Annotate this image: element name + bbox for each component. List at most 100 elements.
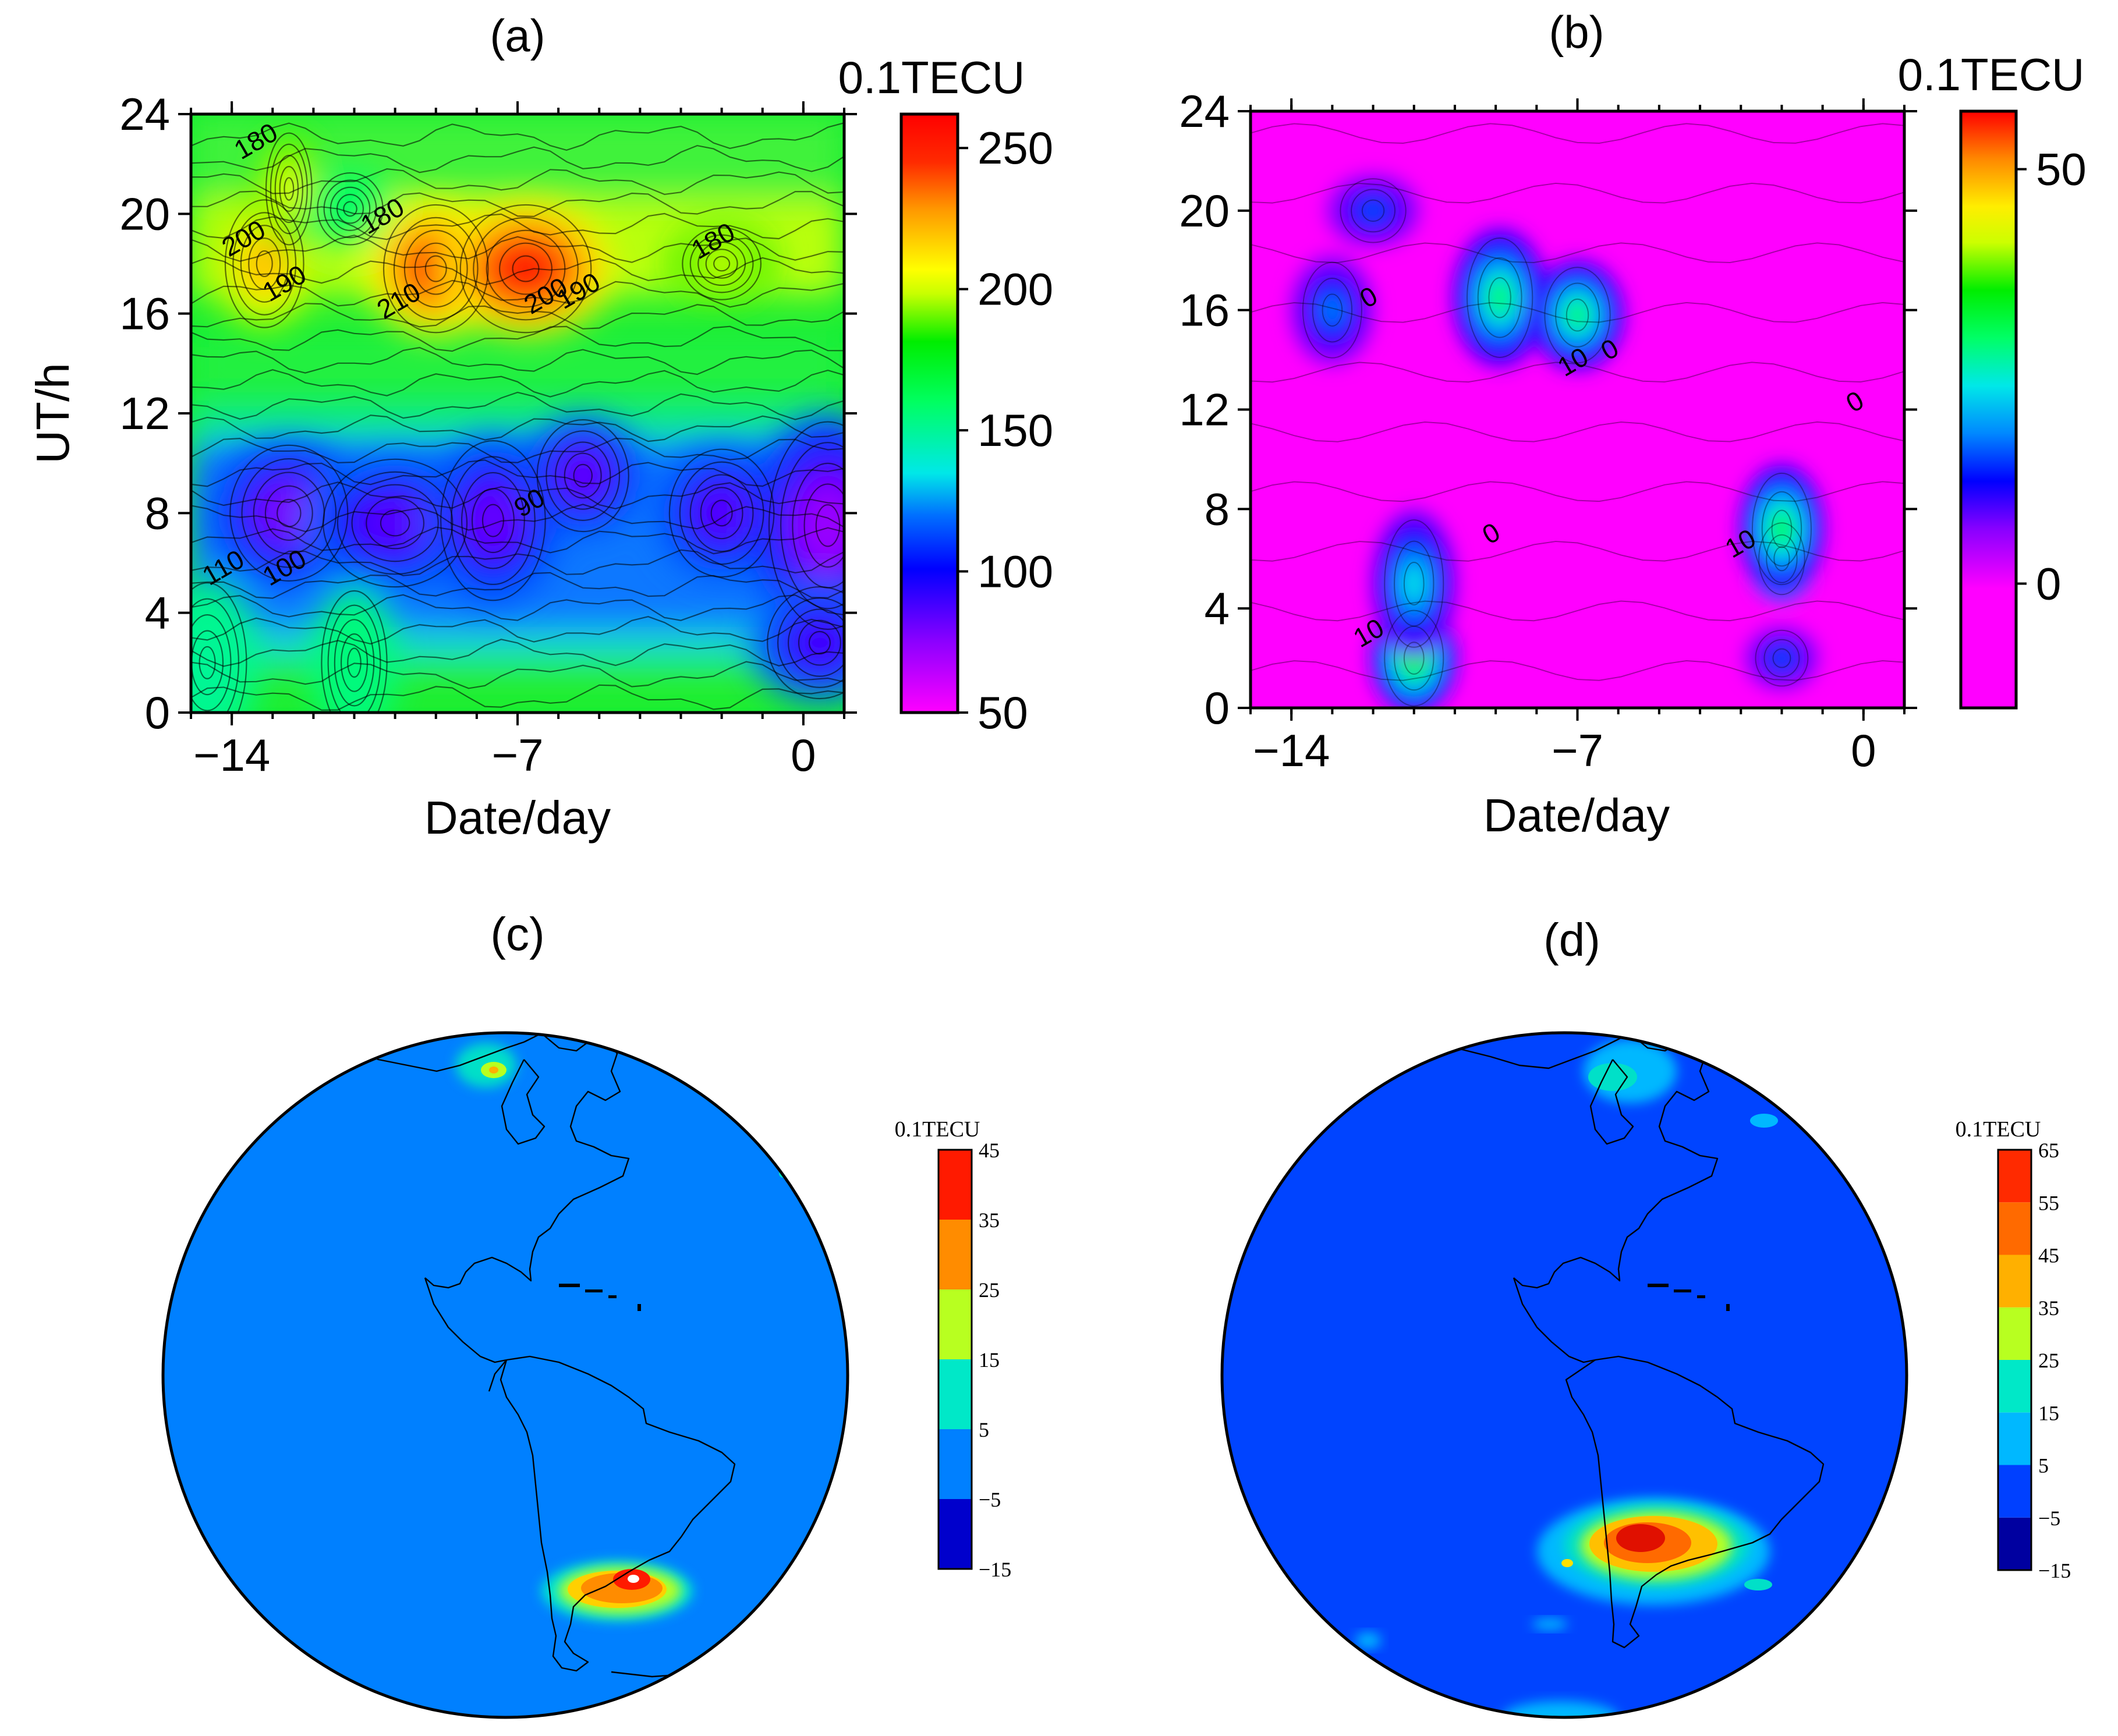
panel-b-x-tick-label: −14 bbox=[1253, 725, 1330, 776]
panel-a-y-tick-label: 4 bbox=[145, 587, 170, 639]
panel-a-contour-line bbox=[403, 229, 468, 308]
panel-a-contour-line bbox=[380, 509, 410, 537]
panel-b-contour-line bbox=[1394, 625, 1435, 691]
panel-b-contour-line bbox=[1544, 267, 1611, 364]
panel-a-contour-line bbox=[327, 604, 381, 713]
panel-b-contour-line bbox=[1477, 257, 1522, 338]
panel-b-y-tick-label: 12 bbox=[1179, 384, 1230, 435]
panel-c-colorbar-level: −5 bbox=[979, 1488, 1001, 1511]
panel-d-map bbox=[1222, 1033, 1907, 1717]
panel-a-contour-line bbox=[536, 419, 629, 533]
panel-a-feature bbox=[795, 479, 844, 572]
panel-a-feature bbox=[790, 617, 844, 668]
panel-a-contour-line bbox=[240, 225, 289, 303]
panel-a-contour-line bbox=[554, 441, 611, 510]
panel-d-colorbar-band bbox=[1998, 1202, 2031, 1255]
panel-a-contour-line bbox=[191, 437, 844, 463]
panel-a-x-tick-label: −7 bbox=[492, 729, 544, 781]
panel-d-colorbar-level: −15 bbox=[2038, 1559, 2071, 1582]
panel-a-feature bbox=[692, 484, 752, 542]
panel-a-contour-line bbox=[191, 684, 844, 711]
panel-b-contour-line bbox=[1766, 534, 1798, 583]
panel-a-contour-line bbox=[347, 647, 362, 678]
panel-a-contour-line bbox=[191, 325, 844, 352]
panel-b-contour-line bbox=[1251, 302, 1904, 323]
panel-a-contour-line bbox=[343, 201, 357, 217]
panel-a-contour-line bbox=[473, 217, 579, 321]
panel-b-contour-line bbox=[1251, 481, 1904, 502]
panel-a-contour-line bbox=[191, 459, 844, 487]
panel-b-contour-line bbox=[1761, 491, 1802, 567]
panel-a-contour-line bbox=[679, 461, 764, 565]
panel-b-contour-line bbox=[1312, 278, 1353, 343]
panel-a-contour-line bbox=[191, 639, 844, 667]
panel-a-contour-line bbox=[705, 249, 738, 279]
panel-a-colorbar-tick-label: 100 bbox=[977, 546, 1053, 597]
panel-a-colorbar-tick-label: 150 bbox=[977, 405, 1053, 456]
panel-d-colorbar: 0.1TECU −15 −5 5 15 25 35 45 55 65 bbox=[1956, 1117, 2071, 1582]
panel-a-feature bbox=[242, 235, 287, 293]
panel-a-contour-line bbox=[393, 217, 479, 321]
panel-a-contour-line bbox=[440, 440, 546, 601]
panel-b-contour-line bbox=[1763, 639, 1800, 678]
panel-b-contour-line bbox=[1566, 298, 1589, 332]
panel-a-y-tick-label: 12 bbox=[119, 388, 170, 439]
panel-b-contour-line bbox=[1351, 189, 1396, 233]
panel-c-colorbar-band bbox=[938, 1150, 972, 1220]
panel-a-contour-line bbox=[564, 452, 602, 499]
panel-b-contour-line bbox=[1758, 522, 1805, 596]
panel-c-colorbar-level: 45 bbox=[979, 1139, 1000, 1162]
panel-d-colorbar-level: 55 bbox=[2038, 1191, 2059, 1214]
panel-a-contour-line bbox=[191, 234, 844, 263]
panel-d-title: (d) bbox=[1543, 914, 1600, 966]
panel-b-contour-line bbox=[1340, 178, 1407, 243]
panel-b-contour-line bbox=[1384, 519, 1444, 648]
panel-a-contour-line bbox=[382, 204, 489, 334]
panel-a-contour-line bbox=[229, 444, 349, 582]
panel-d-colorbar-band bbox=[1998, 1517, 2031, 1570]
panel-d-colorbar-level: 65 bbox=[2038, 1139, 2059, 1162]
panel-b-contour-line bbox=[1403, 642, 1425, 675]
panel-a-y-tick-label: 16 bbox=[119, 288, 170, 339]
panel-a-contour-line bbox=[191, 582, 247, 713]
panel-a-contour-line bbox=[264, 485, 313, 541]
panel-c-map bbox=[163, 1033, 848, 1717]
panel-a-feature bbox=[463, 484, 523, 557]
panel-a-contour-line bbox=[414, 242, 458, 295]
panel-a-contour-line bbox=[191, 526, 844, 555]
panel-b-contour-line bbox=[1771, 509, 1793, 548]
panel-c-globe-outline bbox=[161, 1031, 849, 1719]
panel-a-contour-line bbox=[340, 633, 369, 692]
panel-d-colorbar-unit: 0.1TECU bbox=[1956, 1117, 2041, 1142]
panel-a-contour-line bbox=[689, 474, 754, 552]
panel-d-colorbar-level: 5 bbox=[2038, 1454, 2049, 1478]
panel-a-xlabel: Date/day bbox=[424, 792, 611, 844]
panel-a-contour-line bbox=[323, 458, 468, 588]
panel-c-colorbar-level: −15 bbox=[979, 1558, 1011, 1581]
panel-a-contour-line bbox=[499, 242, 553, 295]
panel-a-contour-line bbox=[191, 369, 844, 398]
panel-a-contour-line bbox=[191, 549, 844, 576]
panel-d-colorbar-level: 35 bbox=[2038, 1296, 2059, 1320]
panel-a-contour-line bbox=[768, 421, 844, 630]
panel-b-contour-line bbox=[1466, 237, 1533, 358]
panel-d-colorbar-band bbox=[1998, 1412, 2031, 1465]
panel-a-contour-line bbox=[767, 586, 844, 700]
panel-a-contour-line bbox=[803, 483, 844, 568]
panel-c-colorbar-band bbox=[938, 1359, 972, 1429]
panel-a-feature bbox=[276, 164, 302, 214]
panel-c-colorbar-frame bbox=[937, 1149, 973, 1570]
panel-a-contour-line bbox=[330, 186, 371, 231]
panel-c-colorbar-unit: 0.1TECU bbox=[895, 1117, 980, 1142]
panel-c-colorbar-band bbox=[938, 1289, 972, 1359]
panel-c-colorbar-level: 15 bbox=[979, 1348, 1000, 1372]
panel-d-colorbar-band bbox=[1998, 1150, 2031, 1203]
panel-d: (d) bbox=[1220, 914, 2071, 1719]
panel-a-contour-line bbox=[323, 179, 377, 239]
panel-a-contour-line bbox=[700, 487, 743, 540]
panel-c-colorbar-band bbox=[938, 1429, 972, 1499]
panel-d-colorbar-band bbox=[1998, 1360, 2031, 1413]
panel-b-contour-line bbox=[1488, 277, 1511, 318]
panel-a-contour-line bbox=[366, 497, 425, 550]
